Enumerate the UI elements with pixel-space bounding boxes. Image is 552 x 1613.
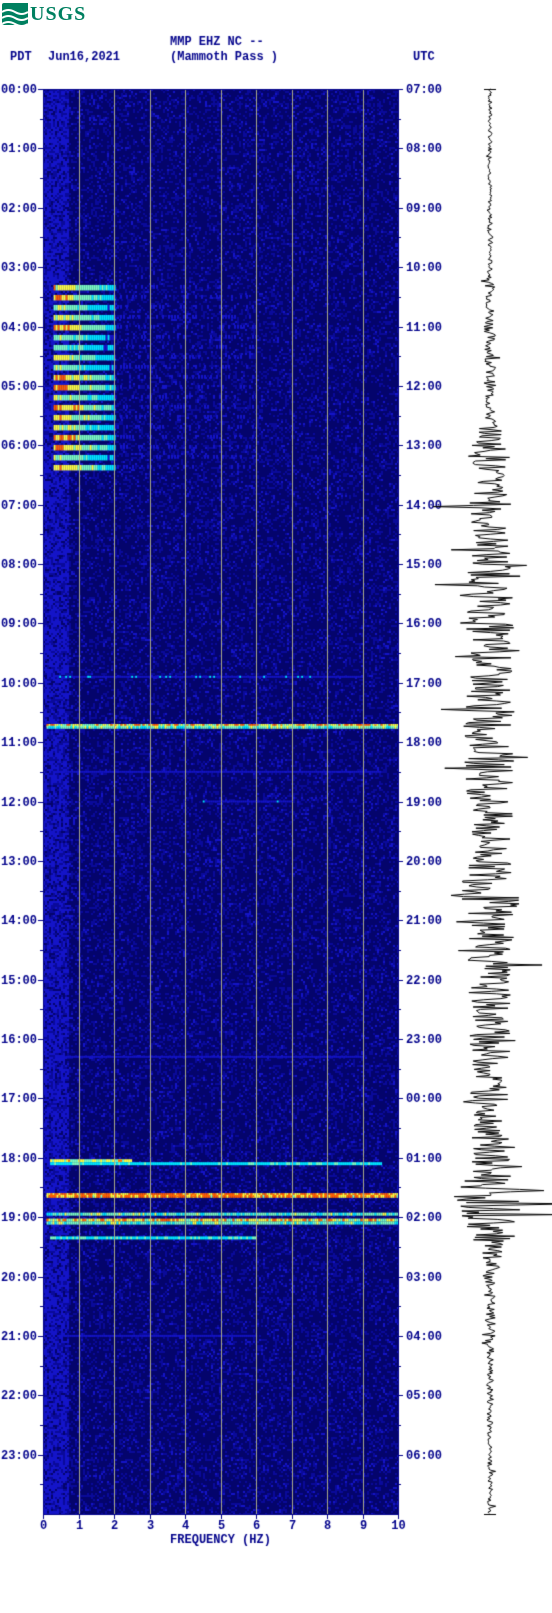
usgs-logo: USGS <box>2 2 86 26</box>
logo-wave-icon <box>2 3 28 25</box>
spectrogram-canvas <box>0 0 552 1613</box>
chart-container: USGS <box>0 0 552 1613</box>
logo-text: USGS <box>30 3 86 26</box>
